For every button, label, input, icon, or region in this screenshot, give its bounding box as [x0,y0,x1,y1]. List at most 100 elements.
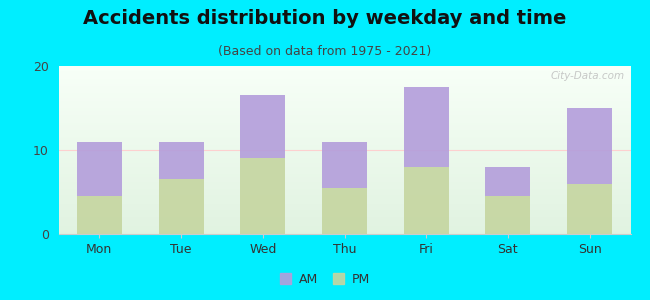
Bar [58,81,630,83]
Bar [567,108,612,184]
Bar [58,222,630,224]
Bar [58,178,630,180]
Bar [58,93,630,94]
Bar [58,140,630,142]
Bar [58,66,630,68]
Bar [58,212,630,214]
Bar [58,192,630,194]
Text: Accidents distribution by weekday and time: Accidents distribution by weekday and ti… [83,9,567,28]
Bar [486,167,530,196]
Bar [58,136,630,138]
Bar [58,89,630,91]
Bar [240,158,285,234]
Bar [58,69,630,71]
Bar [404,87,448,167]
Bar [58,147,630,148]
Bar [58,91,630,93]
Bar [58,155,630,157]
Bar [322,188,367,234]
Bar [58,128,630,130]
Bar [58,164,630,165]
Bar [58,133,630,135]
Bar [58,207,630,209]
Bar [58,100,630,101]
Legend: AM, PM: AM, PM [275,268,375,291]
Bar [58,101,630,103]
Text: (Based on data from 1975 - 2021): (Based on data from 1975 - 2021) [218,45,432,58]
Bar [322,142,367,188]
Bar [58,96,630,98]
Bar [58,115,630,116]
Bar [58,219,630,220]
Bar [58,167,630,169]
Bar [58,150,630,152]
Bar [58,206,630,207]
Bar [58,86,630,88]
Bar [58,182,630,184]
Bar [58,111,630,113]
Bar [58,194,630,195]
Bar [58,120,630,122]
Bar [58,135,630,136]
Bar [58,172,630,173]
Bar [58,105,630,106]
Bar [58,106,630,108]
Bar [58,113,630,115]
Bar [58,169,630,170]
Bar [58,189,630,190]
Bar [58,157,630,158]
Bar [58,227,630,229]
Bar [58,197,630,199]
Bar [58,131,630,133]
Bar [58,148,630,150]
Bar [58,199,630,200]
Bar [58,160,630,162]
Bar [58,224,630,226]
Bar [58,177,630,178]
Bar [58,152,630,153]
Bar [58,125,630,127]
Bar [58,153,630,155]
Bar [404,167,448,234]
Bar [58,200,630,202]
Bar [58,158,630,160]
Bar [58,180,630,182]
Bar [58,184,630,185]
Bar [58,226,630,227]
Bar [58,220,630,222]
Bar [58,138,630,140]
Bar [58,165,630,167]
Bar [58,76,630,78]
Bar [58,143,630,145]
Bar [58,71,630,73]
Bar [567,184,612,234]
Bar [58,110,630,111]
Bar [58,127,630,128]
Bar [77,196,122,234]
Bar [58,145,630,147]
Bar [77,142,122,196]
Bar [58,217,630,219]
Bar [58,173,630,175]
Bar [58,94,630,96]
Bar [58,68,630,69]
Bar [58,74,630,76]
Bar [58,130,630,131]
Bar [58,232,630,234]
Bar [58,214,630,215]
Bar [58,118,630,120]
Bar [58,122,630,123]
Bar [58,78,630,80]
Bar [58,123,630,125]
Bar [58,162,630,164]
Bar [58,215,630,217]
Bar [486,196,530,234]
Bar [58,80,630,81]
Bar [58,175,630,177]
Bar [58,108,630,110]
Bar [58,98,630,100]
Bar [58,83,630,85]
Bar [159,142,203,179]
Bar [58,209,630,211]
Bar [58,88,630,89]
